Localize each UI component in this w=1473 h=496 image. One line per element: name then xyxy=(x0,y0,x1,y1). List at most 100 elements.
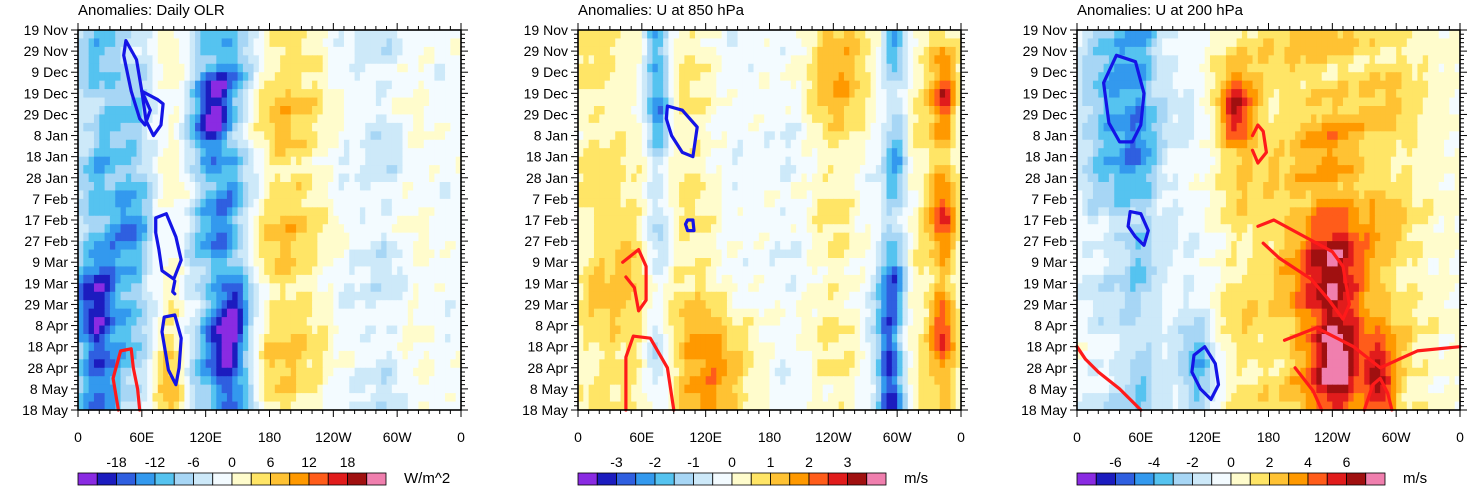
field-cell xyxy=(684,114,691,124)
field-cell xyxy=(333,131,340,141)
field-cell xyxy=(290,258,297,268)
field-cell xyxy=(269,224,276,234)
field-cell xyxy=(317,173,324,183)
field-cell xyxy=(147,308,154,318)
field-cell xyxy=(226,114,233,124)
field-cell xyxy=(200,342,207,352)
field-cell xyxy=(737,55,744,65)
field-cell xyxy=(604,72,611,82)
field-cell xyxy=(328,198,334,208)
field-cell xyxy=(631,122,638,132)
field-cell xyxy=(141,401,148,411)
field-cell xyxy=(354,207,361,217)
field-cell xyxy=(195,241,201,251)
field-cell xyxy=(168,249,175,259)
field-cell xyxy=(210,393,217,403)
field-cell xyxy=(226,55,233,65)
field-cell xyxy=(296,55,303,65)
field-cell xyxy=(929,148,935,158)
field-cell xyxy=(216,241,223,251)
field-cell xyxy=(78,63,84,73)
field-cell xyxy=(721,114,728,124)
field-cell xyxy=(338,232,345,242)
field-cell xyxy=(918,97,925,107)
field-cell xyxy=(253,63,260,73)
field-cell xyxy=(391,148,398,158)
field-cell xyxy=(450,367,457,377)
field-cell xyxy=(216,182,223,192)
field-cell xyxy=(593,38,600,48)
field-cell xyxy=(625,139,632,149)
field-cell xyxy=(99,376,106,386)
field-cell xyxy=(886,165,893,175)
field-cell xyxy=(593,156,600,166)
field-cell xyxy=(429,376,435,386)
field-cell xyxy=(173,173,180,183)
field-cell xyxy=(248,106,255,116)
field-cell xyxy=(78,215,84,225)
field-cell xyxy=(104,401,111,411)
field-cell xyxy=(290,376,297,386)
field-cell xyxy=(413,334,420,344)
field-cell xyxy=(950,139,957,149)
field-cell xyxy=(109,384,116,394)
panel-title: Anomalies: Daily OLR xyxy=(78,2,225,19)
field-cell xyxy=(338,224,345,234)
field-cell xyxy=(168,376,175,386)
field-cell xyxy=(359,182,366,192)
field-cell xyxy=(120,283,127,293)
field-cell xyxy=(280,106,287,116)
field-cell xyxy=(328,241,334,251)
field-cell xyxy=(375,148,382,158)
field-cell xyxy=(445,283,451,293)
field-cell xyxy=(184,266,191,276)
field-cell xyxy=(450,300,457,310)
field-cell xyxy=(157,274,164,284)
field-cell xyxy=(812,89,818,99)
field-cell xyxy=(125,266,132,276)
field-cell xyxy=(870,72,877,82)
field-cell xyxy=(615,97,622,107)
field-cell xyxy=(737,30,744,40)
field-cell xyxy=(429,359,435,369)
field-cell xyxy=(296,106,303,116)
field-cell xyxy=(210,224,217,234)
field-cell xyxy=(710,182,717,192)
field-cell xyxy=(418,198,425,208)
field-cell xyxy=(875,63,882,73)
field-cell xyxy=(152,359,159,369)
field-cell xyxy=(290,274,297,284)
field-cell xyxy=(870,106,877,116)
field-cell xyxy=(328,131,334,141)
field-cell xyxy=(641,97,648,107)
field-cell xyxy=(397,165,404,175)
field-cell xyxy=(210,308,217,318)
field-cell xyxy=(753,122,760,132)
field-cell xyxy=(854,72,861,82)
field-cell xyxy=(264,249,271,259)
field-cell xyxy=(604,139,611,149)
field-cell xyxy=(189,232,196,242)
field-cell xyxy=(397,114,404,124)
field-cell xyxy=(365,300,372,310)
field-cell xyxy=(439,266,446,276)
field-cell xyxy=(248,258,255,268)
field-cell xyxy=(328,274,334,284)
field-cell xyxy=(790,72,797,82)
field-cell xyxy=(221,173,228,183)
field-cell xyxy=(716,122,723,132)
field-cell xyxy=(232,72,239,82)
field-cell xyxy=(163,215,170,225)
field-cell xyxy=(242,224,249,234)
field-cell xyxy=(673,46,680,56)
field-cell xyxy=(328,393,334,403)
field-cell xyxy=(418,258,425,268)
field-cell xyxy=(769,190,776,200)
field-cell xyxy=(705,182,712,192)
field-cell xyxy=(157,38,164,48)
field-cell xyxy=(109,367,116,377)
field-cell xyxy=(264,350,271,360)
field-cell xyxy=(152,97,159,107)
field-cell xyxy=(583,148,590,158)
field-cell xyxy=(758,122,765,132)
